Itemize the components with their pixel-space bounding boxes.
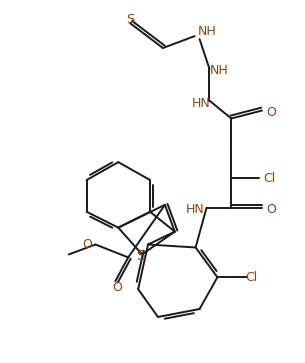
Text: Cl: Cl: [263, 172, 275, 184]
Text: NH: NH: [198, 25, 217, 38]
Text: S: S: [126, 13, 135, 26]
Text: O: O: [266, 106, 276, 119]
Text: S: S: [136, 249, 145, 264]
Text: HN: HN: [192, 97, 211, 110]
Text: Cl: Cl: [245, 271, 257, 284]
Text: O: O: [266, 203, 276, 216]
Text: O: O: [112, 281, 122, 294]
Text: O: O: [83, 238, 92, 251]
Text: HN: HN: [186, 203, 205, 216]
Text: NH: NH: [210, 64, 229, 77]
